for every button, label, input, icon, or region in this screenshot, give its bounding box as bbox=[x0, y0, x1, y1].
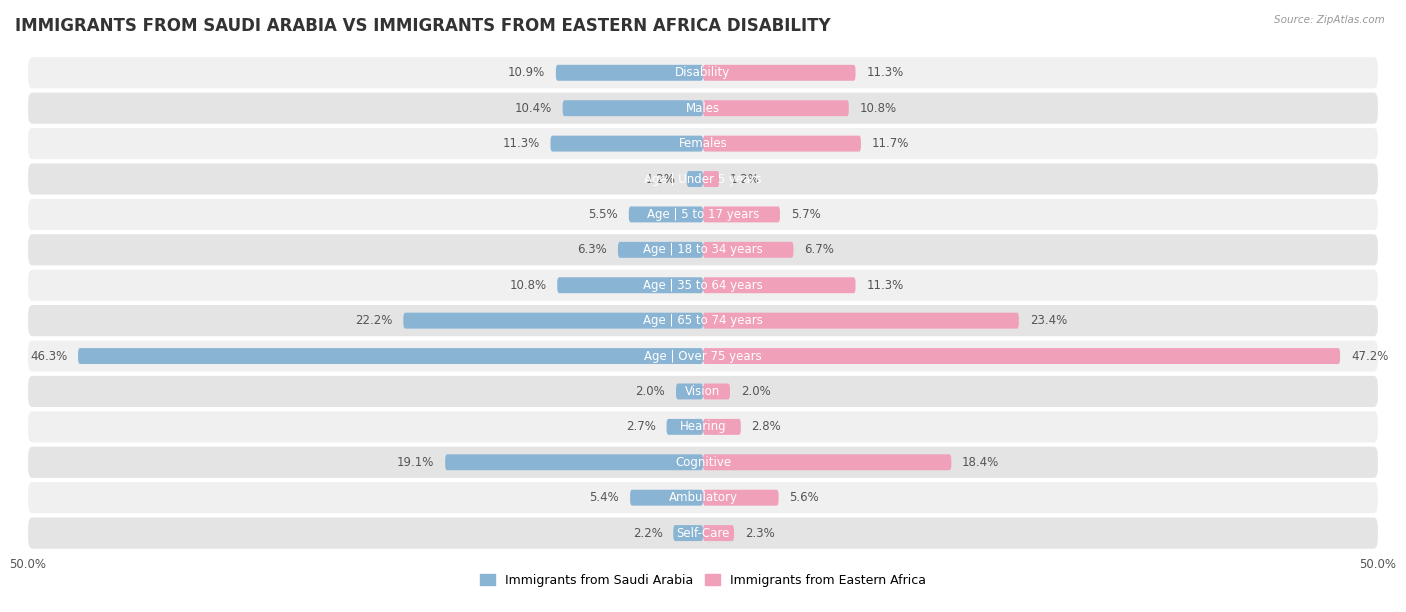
FancyBboxPatch shape bbox=[28, 128, 1378, 159]
FancyBboxPatch shape bbox=[703, 490, 779, 506]
FancyBboxPatch shape bbox=[628, 206, 703, 222]
Text: Disability: Disability bbox=[675, 66, 731, 80]
Text: 46.3%: 46.3% bbox=[30, 349, 67, 362]
FancyBboxPatch shape bbox=[446, 454, 703, 470]
Text: Vision: Vision bbox=[685, 385, 721, 398]
Text: 10.8%: 10.8% bbox=[509, 278, 547, 292]
FancyBboxPatch shape bbox=[703, 525, 734, 541]
FancyBboxPatch shape bbox=[703, 384, 730, 400]
Text: Self-Care: Self-Care bbox=[676, 526, 730, 540]
Text: 22.2%: 22.2% bbox=[356, 314, 392, 327]
FancyBboxPatch shape bbox=[703, 454, 952, 470]
Text: 1.2%: 1.2% bbox=[647, 173, 676, 185]
Text: 19.1%: 19.1% bbox=[396, 456, 434, 469]
Text: 2.7%: 2.7% bbox=[626, 420, 655, 433]
Text: Age | Under 5 years: Age | Under 5 years bbox=[644, 173, 762, 185]
FancyBboxPatch shape bbox=[703, 65, 855, 81]
FancyBboxPatch shape bbox=[630, 490, 703, 506]
Text: 47.2%: 47.2% bbox=[1351, 349, 1388, 362]
Text: 1.2%: 1.2% bbox=[730, 173, 759, 185]
Text: 6.3%: 6.3% bbox=[578, 244, 607, 256]
Text: Cognitive: Cognitive bbox=[675, 456, 731, 469]
Text: 2.0%: 2.0% bbox=[741, 385, 770, 398]
FancyBboxPatch shape bbox=[28, 447, 1378, 478]
FancyBboxPatch shape bbox=[562, 100, 703, 116]
Text: Females: Females bbox=[679, 137, 727, 150]
Text: 10.9%: 10.9% bbox=[508, 66, 546, 80]
Text: 11.3%: 11.3% bbox=[502, 137, 540, 150]
Legend: Immigrants from Saudi Arabia, Immigrants from Eastern Africa: Immigrants from Saudi Arabia, Immigrants… bbox=[475, 569, 931, 592]
FancyBboxPatch shape bbox=[619, 242, 703, 258]
FancyBboxPatch shape bbox=[28, 376, 1378, 407]
FancyBboxPatch shape bbox=[28, 340, 1378, 371]
FancyBboxPatch shape bbox=[703, 100, 849, 116]
FancyBboxPatch shape bbox=[28, 199, 1378, 230]
FancyBboxPatch shape bbox=[404, 313, 703, 329]
Text: 10.8%: 10.8% bbox=[859, 102, 897, 114]
FancyBboxPatch shape bbox=[703, 419, 741, 435]
Text: Source: ZipAtlas.com: Source: ZipAtlas.com bbox=[1274, 15, 1385, 25]
FancyBboxPatch shape bbox=[703, 277, 855, 293]
FancyBboxPatch shape bbox=[703, 348, 1340, 364]
Text: 2.0%: 2.0% bbox=[636, 385, 665, 398]
FancyBboxPatch shape bbox=[676, 384, 703, 400]
FancyBboxPatch shape bbox=[703, 171, 720, 187]
FancyBboxPatch shape bbox=[673, 525, 703, 541]
FancyBboxPatch shape bbox=[703, 313, 1019, 329]
FancyBboxPatch shape bbox=[703, 136, 860, 152]
Text: 5.6%: 5.6% bbox=[789, 491, 820, 504]
FancyBboxPatch shape bbox=[557, 277, 703, 293]
Text: Age | 65 to 74 years: Age | 65 to 74 years bbox=[643, 314, 763, 327]
Text: 11.3%: 11.3% bbox=[866, 66, 904, 80]
FancyBboxPatch shape bbox=[555, 65, 703, 81]
FancyBboxPatch shape bbox=[686, 171, 703, 187]
Text: Ambulatory: Ambulatory bbox=[668, 491, 738, 504]
Text: 2.8%: 2.8% bbox=[752, 420, 782, 433]
Text: IMMIGRANTS FROM SAUDI ARABIA VS IMMIGRANTS FROM EASTERN AFRICA DISABILITY: IMMIGRANTS FROM SAUDI ARABIA VS IMMIGRAN… bbox=[14, 17, 831, 35]
Text: 10.4%: 10.4% bbox=[515, 102, 551, 114]
Text: Age | 18 to 34 years: Age | 18 to 34 years bbox=[643, 244, 763, 256]
Text: 11.7%: 11.7% bbox=[872, 137, 910, 150]
FancyBboxPatch shape bbox=[28, 270, 1378, 301]
FancyBboxPatch shape bbox=[28, 92, 1378, 124]
Text: Age | Over 75 years: Age | Over 75 years bbox=[644, 349, 762, 362]
Text: Age | 35 to 64 years: Age | 35 to 64 years bbox=[643, 278, 763, 292]
Text: 11.3%: 11.3% bbox=[866, 278, 904, 292]
FancyBboxPatch shape bbox=[703, 242, 793, 258]
FancyBboxPatch shape bbox=[28, 163, 1378, 195]
FancyBboxPatch shape bbox=[28, 305, 1378, 336]
FancyBboxPatch shape bbox=[703, 206, 780, 222]
Text: 5.5%: 5.5% bbox=[588, 208, 619, 221]
Text: 2.3%: 2.3% bbox=[745, 526, 775, 540]
FancyBboxPatch shape bbox=[28, 518, 1378, 549]
FancyBboxPatch shape bbox=[79, 348, 703, 364]
Text: 23.4%: 23.4% bbox=[1029, 314, 1067, 327]
Text: Age | 5 to 17 years: Age | 5 to 17 years bbox=[647, 208, 759, 221]
Text: 5.7%: 5.7% bbox=[790, 208, 821, 221]
Text: Hearing: Hearing bbox=[679, 420, 727, 433]
Text: 18.4%: 18.4% bbox=[962, 456, 1000, 469]
Text: 6.7%: 6.7% bbox=[804, 244, 834, 256]
Text: 5.4%: 5.4% bbox=[589, 491, 619, 504]
Text: Males: Males bbox=[686, 102, 720, 114]
FancyBboxPatch shape bbox=[551, 136, 703, 152]
FancyBboxPatch shape bbox=[28, 482, 1378, 513]
FancyBboxPatch shape bbox=[666, 419, 703, 435]
FancyBboxPatch shape bbox=[28, 234, 1378, 266]
FancyBboxPatch shape bbox=[28, 411, 1378, 442]
FancyBboxPatch shape bbox=[28, 57, 1378, 88]
Text: 2.2%: 2.2% bbox=[633, 526, 662, 540]
